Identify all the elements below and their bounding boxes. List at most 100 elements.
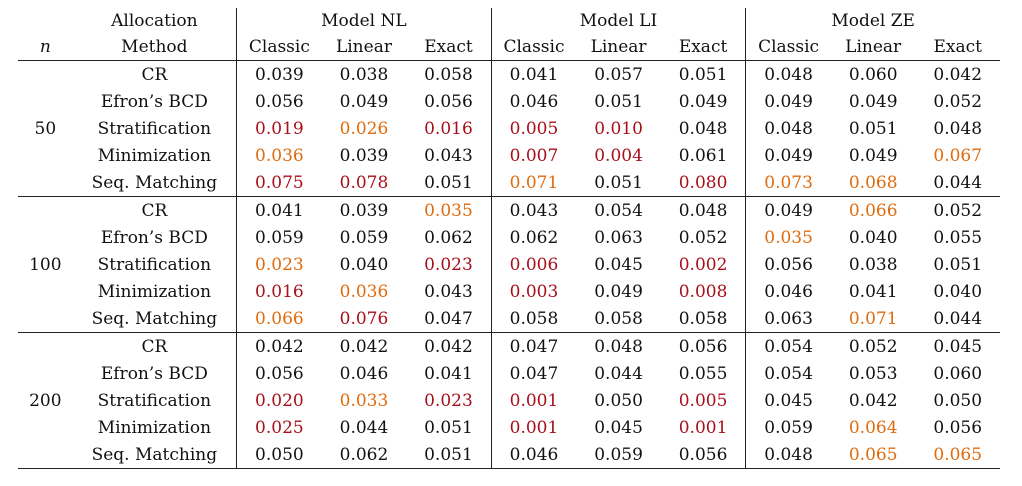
value-cell: 0.045 (594, 254, 643, 275)
value-cell: 0.059 (745, 414, 831, 441)
value-cell: 0.044 (594, 363, 643, 384)
value-cell: 0.060 (848, 64, 898, 85)
value-cell: 0.057 (594, 64, 643, 85)
value-cell: 0.005 (678, 390, 728, 411)
value-cell: 0.044 (915, 169, 1000, 197)
header-test-linear: Linear (830, 34, 916, 61)
value-cell: 0.036 (339, 281, 389, 302)
table-row: Efron’s BCD 0.056 0.046 0.041 0.047 0.044 0.05… (18, 360, 1000, 387)
value-cell: 0.035 (424, 200, 473, 221)
value-cell: 0.073 (745, 169, 831, 197)
value-cell: 0.044 (339, 417, 389, 438)
value-cell: 0.026 (339, 118, 389, 139)
value-cell: 0.010 (594, 118, 643, 139)
header-test-classic: Classic (236, 34, 322, 61)
value-cell: 0.056 (236, 360, 322, 387)
value-cell: 0.048 (933, 118, 983, 139)
sample-size-cell: 200 (18, 332, 73, 469)
table-row: Minimization 0.025 0.044 0.051 0.001 0.045 0.0… (18, 414, 1000, 441)
value-cell: 0.044 (915, 305, 1000, 333)
value-cell: 0.042 (339, 336, 389, 357)
value-cell: 0.076 (321, 305, 407, 333)
value-cell: 0.052 (848, 336, 898, 357)
value-cell: 0.045 (933, 336, 983, 357)
method-cell: Efron’s BCD (100, 91, 208, 112)
value-cell: 0.049 (745, 88, 831, 115)
value-cell: 0.001 (490, 414, 577, 441)
header-test-classic: Classic (745, 34, 831, 61)
table-row: 100 CR 0.041 0.039 0.035 0.043 0.054 0.048 0.049… (18, 196, 1000, 333)
value-cell: 0.007 (490, 142, 577, 169)
table-row: Minimization 0.036 0.039 0.043 0.007 0.004 0.0… (18, 142, 1000, 169)
table-row: Seq. Matching 0.066 0.076 0.047 0.058 0.058 0.… (18, 305, 1000, 333)
value-cell: 0.060 (933, 363, 983, 384)
value-cell: 0.048 (594, 336, 643, 357)
value-cell: 0.059 (236, 224, 322, 251)
value-cell: 0.056 (660, 441, 746, 469)
value-cell: 0.065 (915, 441, 1000, 469)
value-cell: 0.038 (339, 64, 389, 85)
value-cell: 0.040 (339, 254, 389, 275)
value-cell: 0.054 (745, 332, 831, 360)
value-cell: 0.003 (490, 278, 577, 305)
value-cell: 0.064 (848, 417, 898, 438)
value-cell: 0.049 (745, 196, 831, 224)
value-cell: 0.078 (321, 169, 407, 197)
header-test-linear: Linear (576, 34, 661, 61)
value-cell: 0.056 (933, 417, 983, 438)
header-model-nl: Model NL (236, 8, 492, 34)
method-cell: Efron’s BCD (100, 227, 208, 248)
method-cell: Minimization (97, 281, 212, 302)
value-cell: 0.001 (490, 387, 577, 414)
value-cell: 0.046 (490, 88, 577, 115)
value-cell: 0.016 (424, 118, 473, 139)
value-cell: 0.062 (424, 227, 473, 248)
value-cell: 0.054 (594, 200, 643, 221)
value-cell: 0.048 (678, 118, 728, 139)
value-cell: 0.042 (236, 332, 322, 360)
value-cell: 0.049 (848, 91, 898, 112)
value-cell: 0.050 (933, 390, 983, 411)
header-test-exact: Exact (660, 34, 746, 61)
table-row: Efron’s BCD 0.059 0.059 0.062 0.062 0.063 0.05… (18, 224, 1000, 251)
value-cell: 0.005 (490, 115, 577, 142)
results-body: 50 CR 0.039 0.038 0.058 0.041 0.057 0.051 0.048 0… (18, 60, 1000, 469)
value-cell: 0.042 (424, 336, 473, 357)
value-cell: 0.041 (236, 196, 322, 224)
method-cell: Stratification (97, 118, 212, 139)
value-cell: 0.052 (678, 227, 728, 248)
value-cell: 0.080 (660, 169, 746, 197)
value-cell: 0.049 (594, 281, 643, 302)
value-cell: 0.050 (594, 390, 643, 411)
method-cell: Minimization (97, 145, 212, 166)
method-cell: Minimization (97, 417, 212, 438)
value-cell: 0.062 (321, 441, 407, 469)
value-cell: 0.043 (424, 281, 473, 302)
value-cell: 0.059 (576, 441, 661, 469)
value-cell: 0.051 (848, 118, 898, 139)
header-row-models: Allocation Model NL Model LI Model ZE (18, 8, 1000, 34)
method-cell: CR (141, 200, 168, 221)
table-row: Stratification 0.023 0.040 0.023 0.006 0.045 0… (18, 251, 1000, 278)
value-cell: 0.043 (490, 196, 577, 224)
value-cell: 0.039 (339, 145, 389, 166)
value-cell: 0.047 (406, 305, 492, 333)
table-row: Efron’s BCD 0.056 0.049 0.056 0.046 0.051 0.04… (18, 88, 1000, 115)
value-cell: 0.051 (933, 254, 983, 275)
value-cell: 0.058 (660, 305, 746, 333)
value-cell: 0.042 (848, 390, 898, 411)
value-cell: 0.023 (236, 251, 322, 278)
value-cell: 0.049 (339, 91, 389, 112)
table-row: Stratification 0.020 0.033 0.023 0.001 0.050 0… (18, 387, 1000, 414)
value-cell: 0.071 (490, 169, 577, 197)
value-cell: 0.055 (678, 363, 728, 384)
value-cell: 0.040 (848, 227, 898, 248)
value-cell: 0.056 (745, 251, 831, 278)
value-cell: 0.062 (490, 224, 577, 251)
value-cell: 0.006 (490, 251, 577, 278)
value-cell: 0.075 (236, 169, 322, 197)
value-cell: 0.041 (848, 281, 898, 302)
value-cell: 0.045 (594, 417, 643, 438)
table-row: Seq. Matching 0.050 0.062 0.051 0.046 0.059 0.… (18, 441, 1000, 469)
